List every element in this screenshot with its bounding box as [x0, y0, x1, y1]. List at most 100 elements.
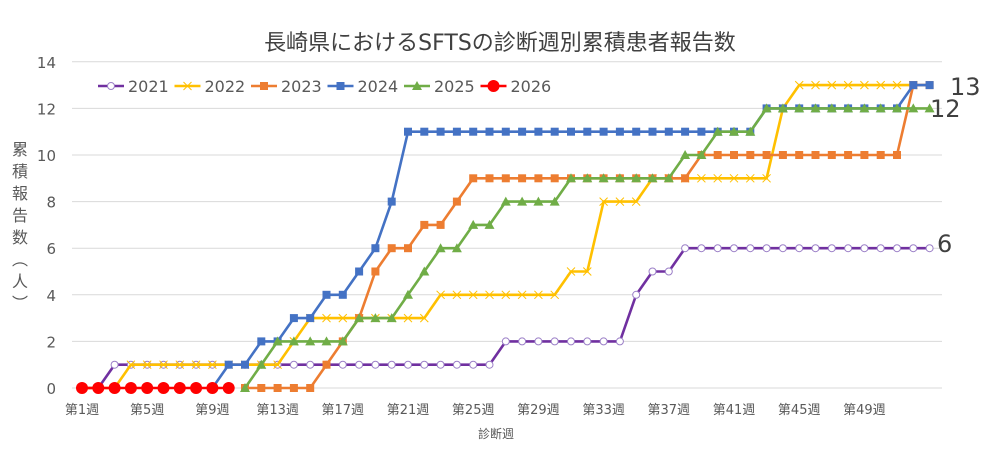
point-marker — [518, 337, 527, 346]
point-marker — [745, 126, 756, 136]
series-2025 — [240, 103, 935, 392]
point-marker — [859, 103, 870, 113]
point-marker — [452, 127, 461, 136]
point-marker — [338, 360, 347, 369]
point-marker — [583, 337, 592, 346]
point-marker — [761, 103, 772, 113]
point-marker — [485, 127, 494, 136]
point-marker — [484, 219, 495, 229]
point-marker — [567, 127, 575, 136]
point-marker — [107, 82, 115, 90]
point-marker — [924, 103, 935, 113]
point-marker — [810, 103, 821, 113]
point-marker — [745, 173, 755, 183]
point-marker — [762, 173, 771, 183]
point-marker — [826, 103, 837, 113]
point-marker — [175, 360, 185, 370]
point-marker — [412, 81, 422, 90]
point-marker — [338, 290, 347, 299]
point-marker — [321, 336, 332, 346]
point-marker — [288, 336, 299, 346]
point-marker — [697, 244, 706, 253]
legend-item-2021[interactable]: 2021 — [98, 77, 169, 96]
x-tick-label: 第5週 — [130, 403, 164, 418]
point-marker — [876, 80, 886, 90]
point-marker — [827, 244, 836, 253]
point-marker — [485, 360, 494, 369]
point-marker — [632, 290, 641, 299]
point-marker — [260, 82, 268, 90]
series-lines — [76, 80, 935, 394]
point-marker — [518, 174, 527, 183]
point-marker — [469, 127, 478, 136]
legend-label: 2025 — [434, 77, 475, 96]
legend-label: 2023 — [281, 77, 322, 96]
legend-item-2026[interactable]: 2026 — [480, 77, 552, 96]
point-marker — [615, 127, 624, 136]
point-marker — [469, 360, 478, 369]
svg-text:数: 数 — [12, 228, 28, 247]
point-marker — [925, 81, 934, 90]
point-marker — [713, 151, 722, 159]
legend-item-2023[interactable]: 2023 — [251, 77, 322, 96]
x-tick-label: 第13週 — [256, 403, 299, 418]
point-marker — [289, 360, 298, 369]
point-marker — [272, 336, 283, 346]
end-label-2025: 12 — [930, 95, 961, 123]
point-marker — [306, 314, 315, 323]
point-marker — [534, 127, 543, 136]
point-marker — [240, 383, 250, 392]
point-marker — [142, 360, 152, 370]
point-marker — [631, 197, 641, 206]
point-marker — [582, 173, 593, 183]
point-marker — [403, 313, 413, 323]
point-marker — [206, 382, 219, 394]
point-marker — [224, 360, 233, 369]
point-marker — [876, 151, 885, 159]
point-marker — [680, 150, 691, 159]
legend: 2021 2022 2023 2024 2025 2026 — [98, 77, 551, 96]
x-tick-label: 第1週 — [65, 403, 99, 418]
point-marker — [909, 244, 918, 253]
point-marker — [420, 220, 429, 229]
point-marker — [257, 337, 266, 346]
point-marker — [860, 244, 869, 253]
point-marker — [778, 244, 787, 253]
point-marker — [533, 196, 544, 206]
point-marker — [222, 382, 235, 394]
svg-text:︶: ︶ — [12, 294, 28, 313]
point-marker — [517, 196, 528, 206]
point-marker — [696, 150, 707, 159]
point-marker — [419, 266, 430, 276]
point-marker — [925, 244, 934, 253]
point-marker — [648, 127, 657, 136]
legend-item-2024[interactable]: 2024 — [327, 77, 399, 96]
point-marker — [550, 174, 559, 183]
point-marker — [746, 151, 755, 159]
series-2022 — [77, 80, 918, 393]
legend-item-2025[interactable]: 2025 — [404, 77, 475, 96]
point-marker — [436, 290, 445, 300]
point-marker — [598, 173, 609, 183]
point-marker — [566, 173, 576, 183]
point-marker — [485, 174, 494, 183]
point-marker — [795, 151, 804, 159]
point-marker — [729, 173, 739, 183]
point-marker — [306, 384, 315, 392]
point-marker — [337, 336, 348, 346]
point-marker — [647, 173, 658, 183]
point-marker — [713, 244, 722, 253]
point-marker — [681, 244, 690, 253]
point-marker — [126, 360, 136, 370]
y-tick-label: 4 — [46, 287, 56, 305]
point-marker — [876, 244, 885, 253]
point-marker — [730, 151, 738, 159]
legend-item-2022[interactable]: 2022 — [174, 77, 246, 96]
point-marker — [843, 103, 854, 113]
point-marker — [778, 151, 787, 159]
point-marker — [599, 337, 608, 346]
x-tick-label: 第21週 — [387, 403, 430, 418]
point-marker — [614, 173, 625, 183]
x-tick-label: 第25週 — [452, 403, 495, 418]
